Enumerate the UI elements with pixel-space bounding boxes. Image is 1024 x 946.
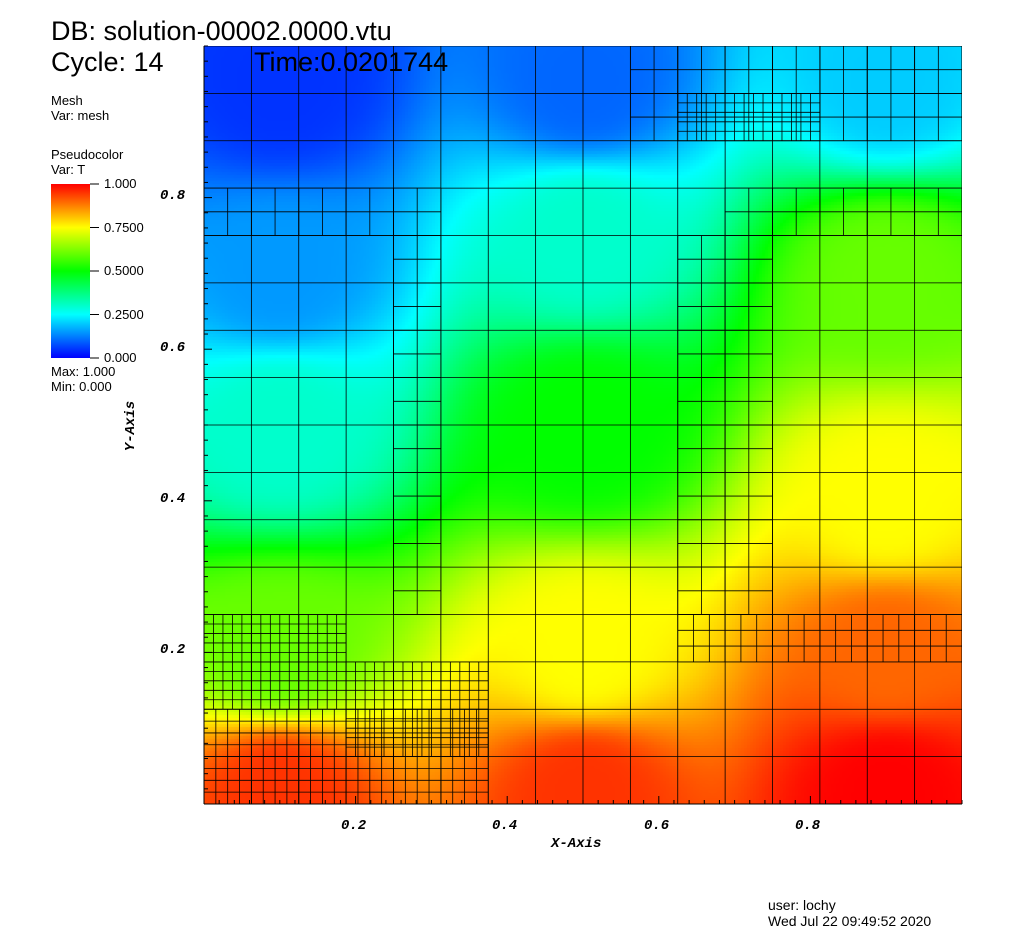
colorbar-tick-label: 0.2500 bbox=[104, 307, 144, 322]
pseudocolor-legend-var: Var: T bbox=[51, 162, 86, 177]
x-axis-title: X-Axis bbox=[551, 836, 602, 852]
y-tick-label: 0.6 bbox=[160, 340, 186, 356]
x-tick-label: 0.6 bbox=[644, 818, 670, 834]
db-title: DB: solution-00002.0000.vtu bbox=[51, 16, 392, 46]
plot-area bbox=[204, 46, 962, 804]
min-label: Min: 0.000 bbox=[51, 379, 112, 394]
colorbar bbox=[51, 184, 90, 358]
colorbar-tick-label: 0.000 bbox=[104, 350, 137, 365]
pseudocolor-legend-title: Pseudocolor bbox=[51, 147, 124, 162]
axes bbox=[203, 45, 963, 805]
x-tick-label: 0.2 bbox=[341, 818, 367, 834]
colorbar-tick-label: 0.7500 bbox=[104, 220, 144, 235]
date-label: Wed Jul 22 09:49:52 2020 bbox=[768, 913, 932, 929]
colorbar-ticks bbox=[90, 183, 99, 359]
y-axis-title: Y-Axis bbox=[123, 400, 140, 452]
max-label: Max: 1.000 bbox=[51, 364, 116, 379]
y-tick-label: 0.8 bbox=[160, 188, 186, 204]
x-tick-label: 0.4 bbox=[492, 818, 518, 834]
user-label: user: lochy bbox=[768, 897, 836, 913]
mesh-legend-title: Mesh bbox=[51, 93, 83, 108]
cycle-label: Cycle: 14 bbox=[51, 47, 164, 77]
mesh-legend-var: Var: mesh bbox=[51, 108, 110, 123]
y-tick-label: 0.2 bbox=[160, 642, 186, 658]
x-tick-label: 0.8 bbox=[795, 818, 821, 834]
colorbar-tick-label: 0.5000 bbox=[104, 263, 144, 278]
time-label: Time:0.0201744 bbox=[254, 47, 449, 77]
colorbar-tick-label: 1.000 bbox=[104, 176, 137, 191]
y-tick-label: 0.4 bbox=[160, 491, 186, 507]
mesh-lines bbox=[204, 46, 962, 804]
